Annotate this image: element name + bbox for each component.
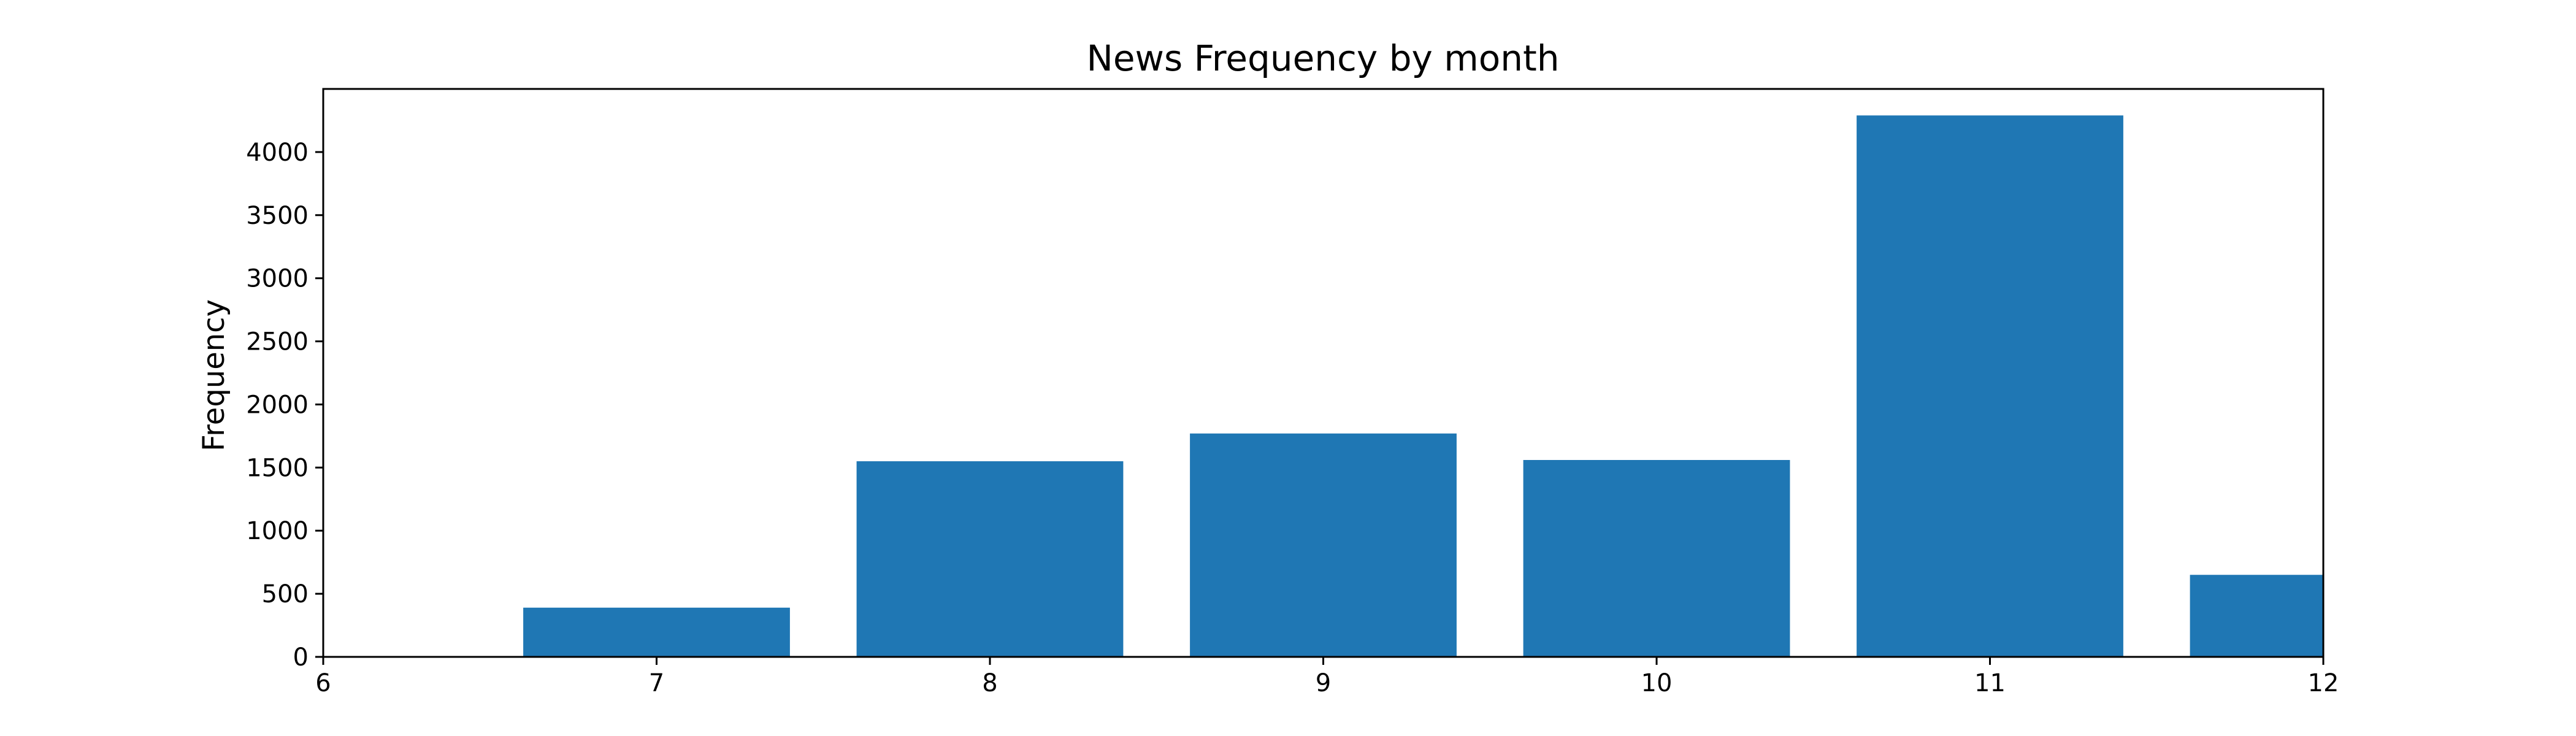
plot-area-frame	[322, 88, 2325, 658]
y-tick-label: 3500	[246, 202, 309, 230]
y-tick-label: 2500	[246, 328, 309, 356]
x-tick-label: 9	[1316, 669, 1331, 697]
bar-month-12	[2190, 575, 2323, 657]
bar-month-9	[1190, 433, 1457, 657]
x-tick-label: 10	[1641, 669, 1673, 697]
x-tick-label: 8	[982, 669, 997, 697]
y-axis-label: Frequency	[197, 299, 231, 451]
bars	[523, 115, 2323, 657]
x-tick-label: 6	[315, 669, 331, 697]
y-tick-label: 0	[293, 643, 309, 672]
bar-month-10	[1523, 459, 1790, 657]
x-axis-ticks: 6 7 8 9 10 11 12	[315, 657, 2339, 697]
bar-month-11	[1857, 115, 2123, 657]
chart-title: News Frequency by month	[1086, 37, 1559, 79]
y-tick-label: 3000	[246, 265, 309, 293]
y-tick-label: 1000	[246, 517, 309, 545]
x-tick-label: 7	[649, 669, 664, 697]
y-tick-label: 4000	[246, 139, 309, 167]
bar-month-8	[856, 461, 1124, 657]
y-tick-label: 2000	[246, 391, 309, 419]
bar-month-7	[523, 607, 790, 657]
y-axis-ticks: 0 500 1000 1500 2000 2500 3000 3500 4000	[246, 139, 323, 672]
y-tick-label: 1500	[246, 454, 309, 482]
x-tick-label: 11	[1974, 669, 2006, 697]
x-tick-label: 12	[2308, 669, 2339, 697]
y-tick-label: 500	[262, 580, 309, 608]
